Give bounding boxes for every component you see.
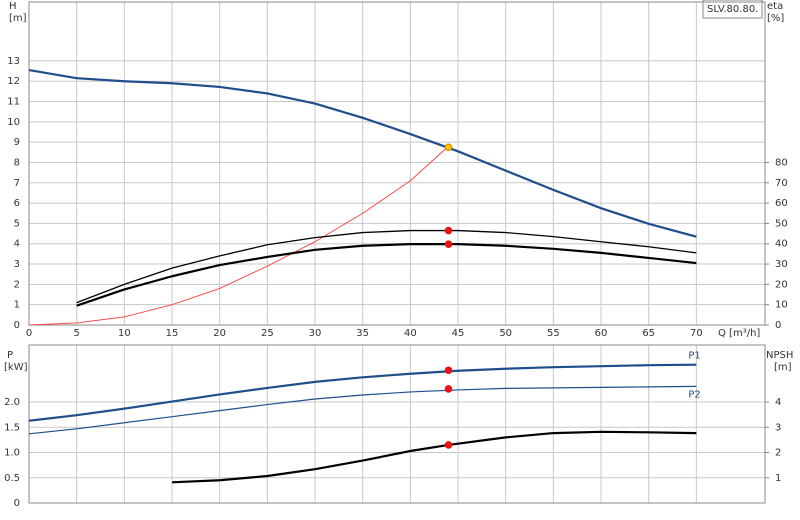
duty-point — [444, 226, 453, 235]
y2-axis-unit: [%] — [767, 13, 784, 24]
duty-point — [444, 441, 453, 449]
y-tick-label: 12 — [7, 76, 20, 87]
x-tick-label: 45 — [452, 328, 465, 339]
y-tick-label: 6 — [14, 198, 20, 209]
curve — [76, 229, 697, 304]
y2-tick-label: 30 — [775, 259, 788, 270]
y2-tick-label: 2 — [775, 448, 781, 459]
y-tick-label: 0 — [14, 320, 20, 331]
series-label: P2 — [688, 389, 700, 400]
curve — [28, 145, 449, 326]
x-tick-label: 10 — [118, 328, 131, 339]
y-tick-label: 3 — [14, 259, 20, 270]
title-box — [702, 0, 763, 19]
x-tick-label: 30 — [309, 328, 322, 339]
x-tick-label: 50 — [499, 328, 512, 339]
curve — [171, 430, 697, 484]
y-tick-label: 13 — [7, 56, 20, 67]
y-tick-label: 1.5 — [4, 422, 20, 433]
y2-axis-unit: [m] — [774, 362, 792, 373]
chart-title: SLV.80.80. — [707, 4, 758, 15]
y-tick-label: 1.0 — [4, 448, 20, 459]
y-tick-label: 0.5 — [4, 473, 20, 484]
duty-point — [444, 366, 453, 375]
y2-tick-label: 10 — [775, 300, 788, 311]
y-tick-label: 4 — [14, 239, 20, 250]
y-tick-label: 5 — [14, 218, 20, 229]
y2-axis-label: eta — [767, 1, 783, 12]
x-tick-label: 25 — [261, 328, 274, 339]
y-tick-label: 0 — [14, 498, 20, 509]
curve — [76, 243, 697, 307]
y-axis-label: H — [9, 1, 17, 12]
x-tick-label: 40 — [404, 328, 417, 339]
y-axis-unit: [kW] — [4, 362, 28, 373]
y-axis-label: P — [7, 350, 13, 361]
y-axis-unit: [m] — [9, 13, 27, 24]
x-tick-label: 65 — [642, 328, 655, 339]
y-tick-label: 9 — [14, 137, 20, 148]
x-tick-label: 5 — [73, 328, 79, 339]
curve — [28, 385, 697, 435]
y-tick-label: 7 — [14, 178, 20, 189]
y2-tick-label: 70 — [775, 178, 788, 189]
y2-axis-label: NPSH — [766, 350, 793, 361]
y2-tick-label: 60 — [775, 198, 788, 209]
y-tick-label: 8 — [14, 157, 20, 168]
curve — [28, 363, 697, 422]
x-tick-label: 20 — [213, 328, 226, 339]
y2-tick-label: 20 — [775, 279, 788, 290]
plot-frame — [28, 344, 766, 504]
duty-point — [444, 385, 453, 393]
duty-point — [444, 240, 453, 248]
y2-tick-label: 3 — [775, 422, 781, 433]
y-tick-label: 2 — [14, 279, 20, 290]
y2-tick-label: 0 — [775, 320, 781, 331]
y-tick-label: 11 — [7, 97, 20, 108]
y2-tick-label: 50 — [775, 218, 788, 229]
y-tick-label: 2.0 — [4, 397, 20, 408]
series-label: P1 — [688, 351, 700, 362]
plot-frame — [28, 1, 766, 326]
y-tick-label: 10 — [7, 117, 20, 128]
y2-tick-label: 80 — [775, 157, 788, 168]
curve — [28, 68, 697, 238]
x-tick-label: 70 — [690, 328, 703, 339]
x-tick-label: 0 — [26, 328, 32, 339]
x-tick-label: 55 — [547, 328, 560, 339]
y2-tick-label: 1 — [775, 473, 781, 484]
x-tick-label: 15 — [166, 328, 179, 339]
x-axis-label: Q [m³/h] — [718, 328, 760, 339]
y2-tick-label: 40 — [775, 239, 788, 250]
x-tick-label: 35 — [356, 328, 369, 339]
y-tick-label: 1 — [14, 300, 20, 311]
x-tick-label: 60 — [595, 328, 608, 339]
duty-point — [444, 143, 453, 152]
y2-tick-label: 4 — [775, 397, 781, 408]
